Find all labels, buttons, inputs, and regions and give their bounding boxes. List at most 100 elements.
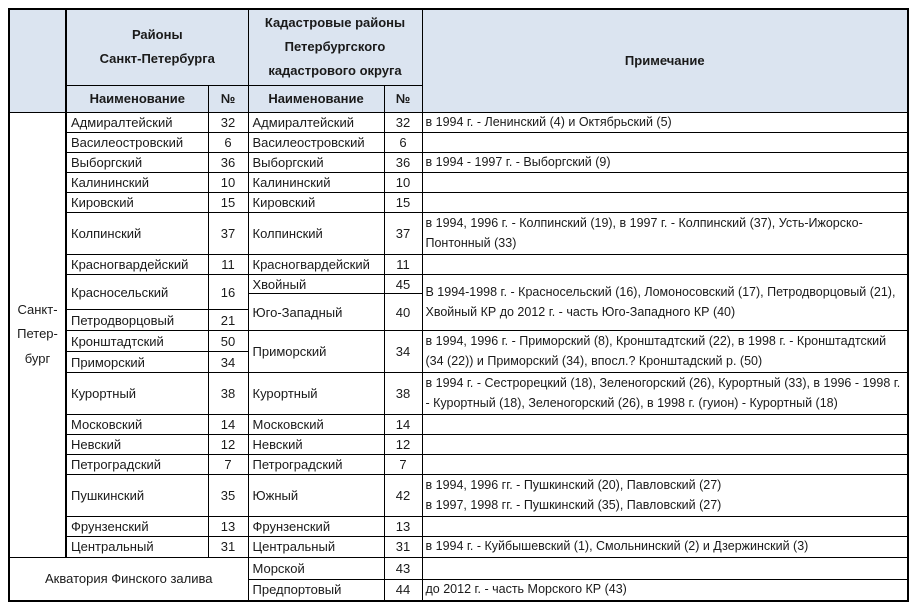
note-cell (421, 454, 909, 476)
district-num-cell: 10 (207, 172, 249, 194)
header-name-1: Наименование (65, 84, 209, 113)
district-name-cell: Выборгский (65, 151, 209, 174)
note-cell: в 1994, 1996 г. - Приморский (8), Кроншт… (421, 330, 909, 374)
table-row: Московский 14 Московский 14 (9, 414, 909, 436)
header-note: Примечание (421, 8, 909, 113)
region-gulf-cell: Акватория Финского залива (8, 556, 249, 602)
table-row: Пушкинский 35 Южный 42 в 1994, 1996 гг. … (9, 474, 909, 518)
cadastral-num-cell: 34 (383, 330, 423, 374)
header-num-1: № (207, 84, 249, 113)
district-num-cell: 37 (207, 212, 249, 256)
district-name-cell: Кронштадтский (65, 330, 209, 353)
cadastral-num-cell: 43 (383, 556, 423, 580)
table-row: Петродворцовый 21 (9, 309, 908, 332)
note-cell: в 1994 г. - Сестрорецкий (18), Зеленогор… (421, 372, 909, 416)
header-cadastral-group: Кадастровые районы Петербургского кадаст… (247, 8, 423, 86)
cadastral-num-cell: 36 (383, 151, 423, 174)
cadastral-name-cell: Юго-Западный (247, 293, 385, 332)
districts-cadastral-table: Районы Санкт-Петербурга Кадастровые райо… (8, 8, 909, 603)
table-row: Акватория Финского залива Морской 43 (8, 556, 909, 602)
note-cell: в 1994, 1996 г. - Колпинский (19), в 199… (421, 212, 909, 256)
cadastral-num-cell: 10 (383, 172, 423, 194)
cadastral-name-cell: Фрунзенский (247, 516, 385, 538)
district-num-cell: 21 (207, 309, 249, 332)
cadastral-num-cell: 11 (383, 254, 423, 276)
district-num-cell: 13 (207, 516, 249, 538)
note-cell: В 1994-1998 г. - Красносельский (16), Ло… (421, 274, 909, 332)
table-row: Кронштадтский 50 Приморский 34 в 1994, 1… (9, 330, 909, 374)
district-name-cell: Красносельский (65, 274, 209, 311)
table-row: Красногвардейский 11 Красногвардейский 1… (9, 254, 909, 276)
cadastral-num-cell: 31 (383, 536, 423, 558)
cadastral-num-cell: 45 (383, 274, 423, 295)
cadastral-name-cell: Василеостровский (247, 131, 385, 153)
cadastral-num-cell: 44 (383, 578, 423, 602)
district-name-cell: Красногвардейский (65, 254, 209, 276)
table-row: Фрунзенский 13 Фрунзенский 13 (9, 516, 909, 538)
note-cell (421, 516, 909, 538)
district-num-cell: 36 (207, 151, 249, 174)
note-cell: в 1994, 1996 гг. - Пушкинский (20), Павл… (421, 474, 909, 518)
district-num-cell: 31 (207, 536, 249, 558)
district-num-cell: 12 (207, 434, 249, 456)
table-row: Предпортовый 44 до 2012 г. - часть Морск… (9, 578, 909, 602)
cadastral-num-cell: 6 (383, 131, 423, 153)
header-group-row: Районы Санкт-Петербурга Кадастровые райо… (8, 8, 909, 113)
cadastral-name-cell: Южный (247, 474, 385, 518)
cadastral-num-cell: 42 (383, 474, 423, 518)
table-row: Центральный 31 Центральный 31 в 1994 г. … (9, 536, 909, 558)
district-name-cell: Петроградский (65, 454, 209, 476)
note-cell: до 2012 г. - часть Морского КР (43) (421, 578, 909, 602)
cadastral-num-cell: 37 (383, 212, 423, 256)
table-row: Василеостровский 6 Василеостровский 6 (9, 131, 909, 153)
cadastral-name-cell: Приморский (247, 330, 385, 374)
cadastral-name-cell: Курортный (247, 372, 385, 416)
note-cell (421, 414, 909, 436)
cadastral-num-cell: 13 (383, 516, 423, 538)
note-cell (421, 434, 909, 456)
table-row: Калининский 10 Калининский 10 (9, 172, 909, 194)
district-name-cell: Адмиралтейский (65, 111, 209, 133)
district-name-cell: Невский (65, 434, 209, 456)
district-name-cell: Кировский (65, 192, 209, 214)
cadastral-name-cell: Колпинский (247, 212, 385, 256)
district-name-cell: Пушкинский (65, 474, 209, 518)
district-num-cell: 35 (207, 474, 249, 518)
cadastral-name-cell: Петроградский (247, 454, 385, 476)
district-name-cell: Московский (65, 414, 209, 436)
cadastral-num-cell: 32 (383, 111, 423, 133)
header-districts-group: Районы Санкт-Петербурга (65, 8, 249, 86)
cadastral-name-cell: Предпортовый (247, 578, 385, 602)
district-num-cell: 16 (207, 274, 249, 311)
cadastral-num-cell: 14 (383, 414, 423, 436)
table-row: Кировский 15 Кировский 15 (9, 192, 909, 214)
district-num-cell: 11 (207, 254, 249, 276)
district-name-cell: Петродворцовый (65, 309, 209, 332)
district-name-cell: Калининский (65, 172, 209, 194)
district-num-cell: 7 (207, 454, 249, 476)
cadastral-num-cell: 15 (383, 192, 423, 214)
district-name-cell: Центральный (65, 536, 209, 558)
cadastral-name-cell: Морской (247, 556, 385, 580)
district-num-cell: 38 (207, 372, 249, 416)
table-row: Санкт- Петер- бург Адмиралтейский 32 Адм… (8, 111, 909, 558)
note-cell (421, 556, 909, 580)
header-num-2: № (383, 84, 423, 113)
cadastral-name-cell: Калининский (247, 172, 385, 194)
cadastral-num-cell: 40 (383, 293, 423, 332)
table-row: Петроградский 7 Петроградский 7 (9, 454, 909, 476)
district-num-cell: 50 (207, 330, 249, 353)
district-num-cell: 14 (207, 414, 249, 436)
district-num-cell: 34 (207, 351, 249, 374)
district-name-cell: Приморский (65, 351, 209, 374)
cadastral-name-cell: Московский (247, 414, 385, 436)
cadastral-name-cell: Кировский (247, 192, 385, 214)
note-cell: в 1994 - 1997 г. - Выборгский (9) (421, 151, 909, 174)
cadastral-name-cell: Невский (247, 434, 385, 456)
header-name-2: Наименование (247, 84, 385, 113)
note-cell (421, 192, 909, 214)
note-cell (421, 131, 909, 153)
cadastral-num-cell: 12 (383, 434, 423, 456)
cadastral-name-cell: Хвойный (247, 274, 385, 295)
